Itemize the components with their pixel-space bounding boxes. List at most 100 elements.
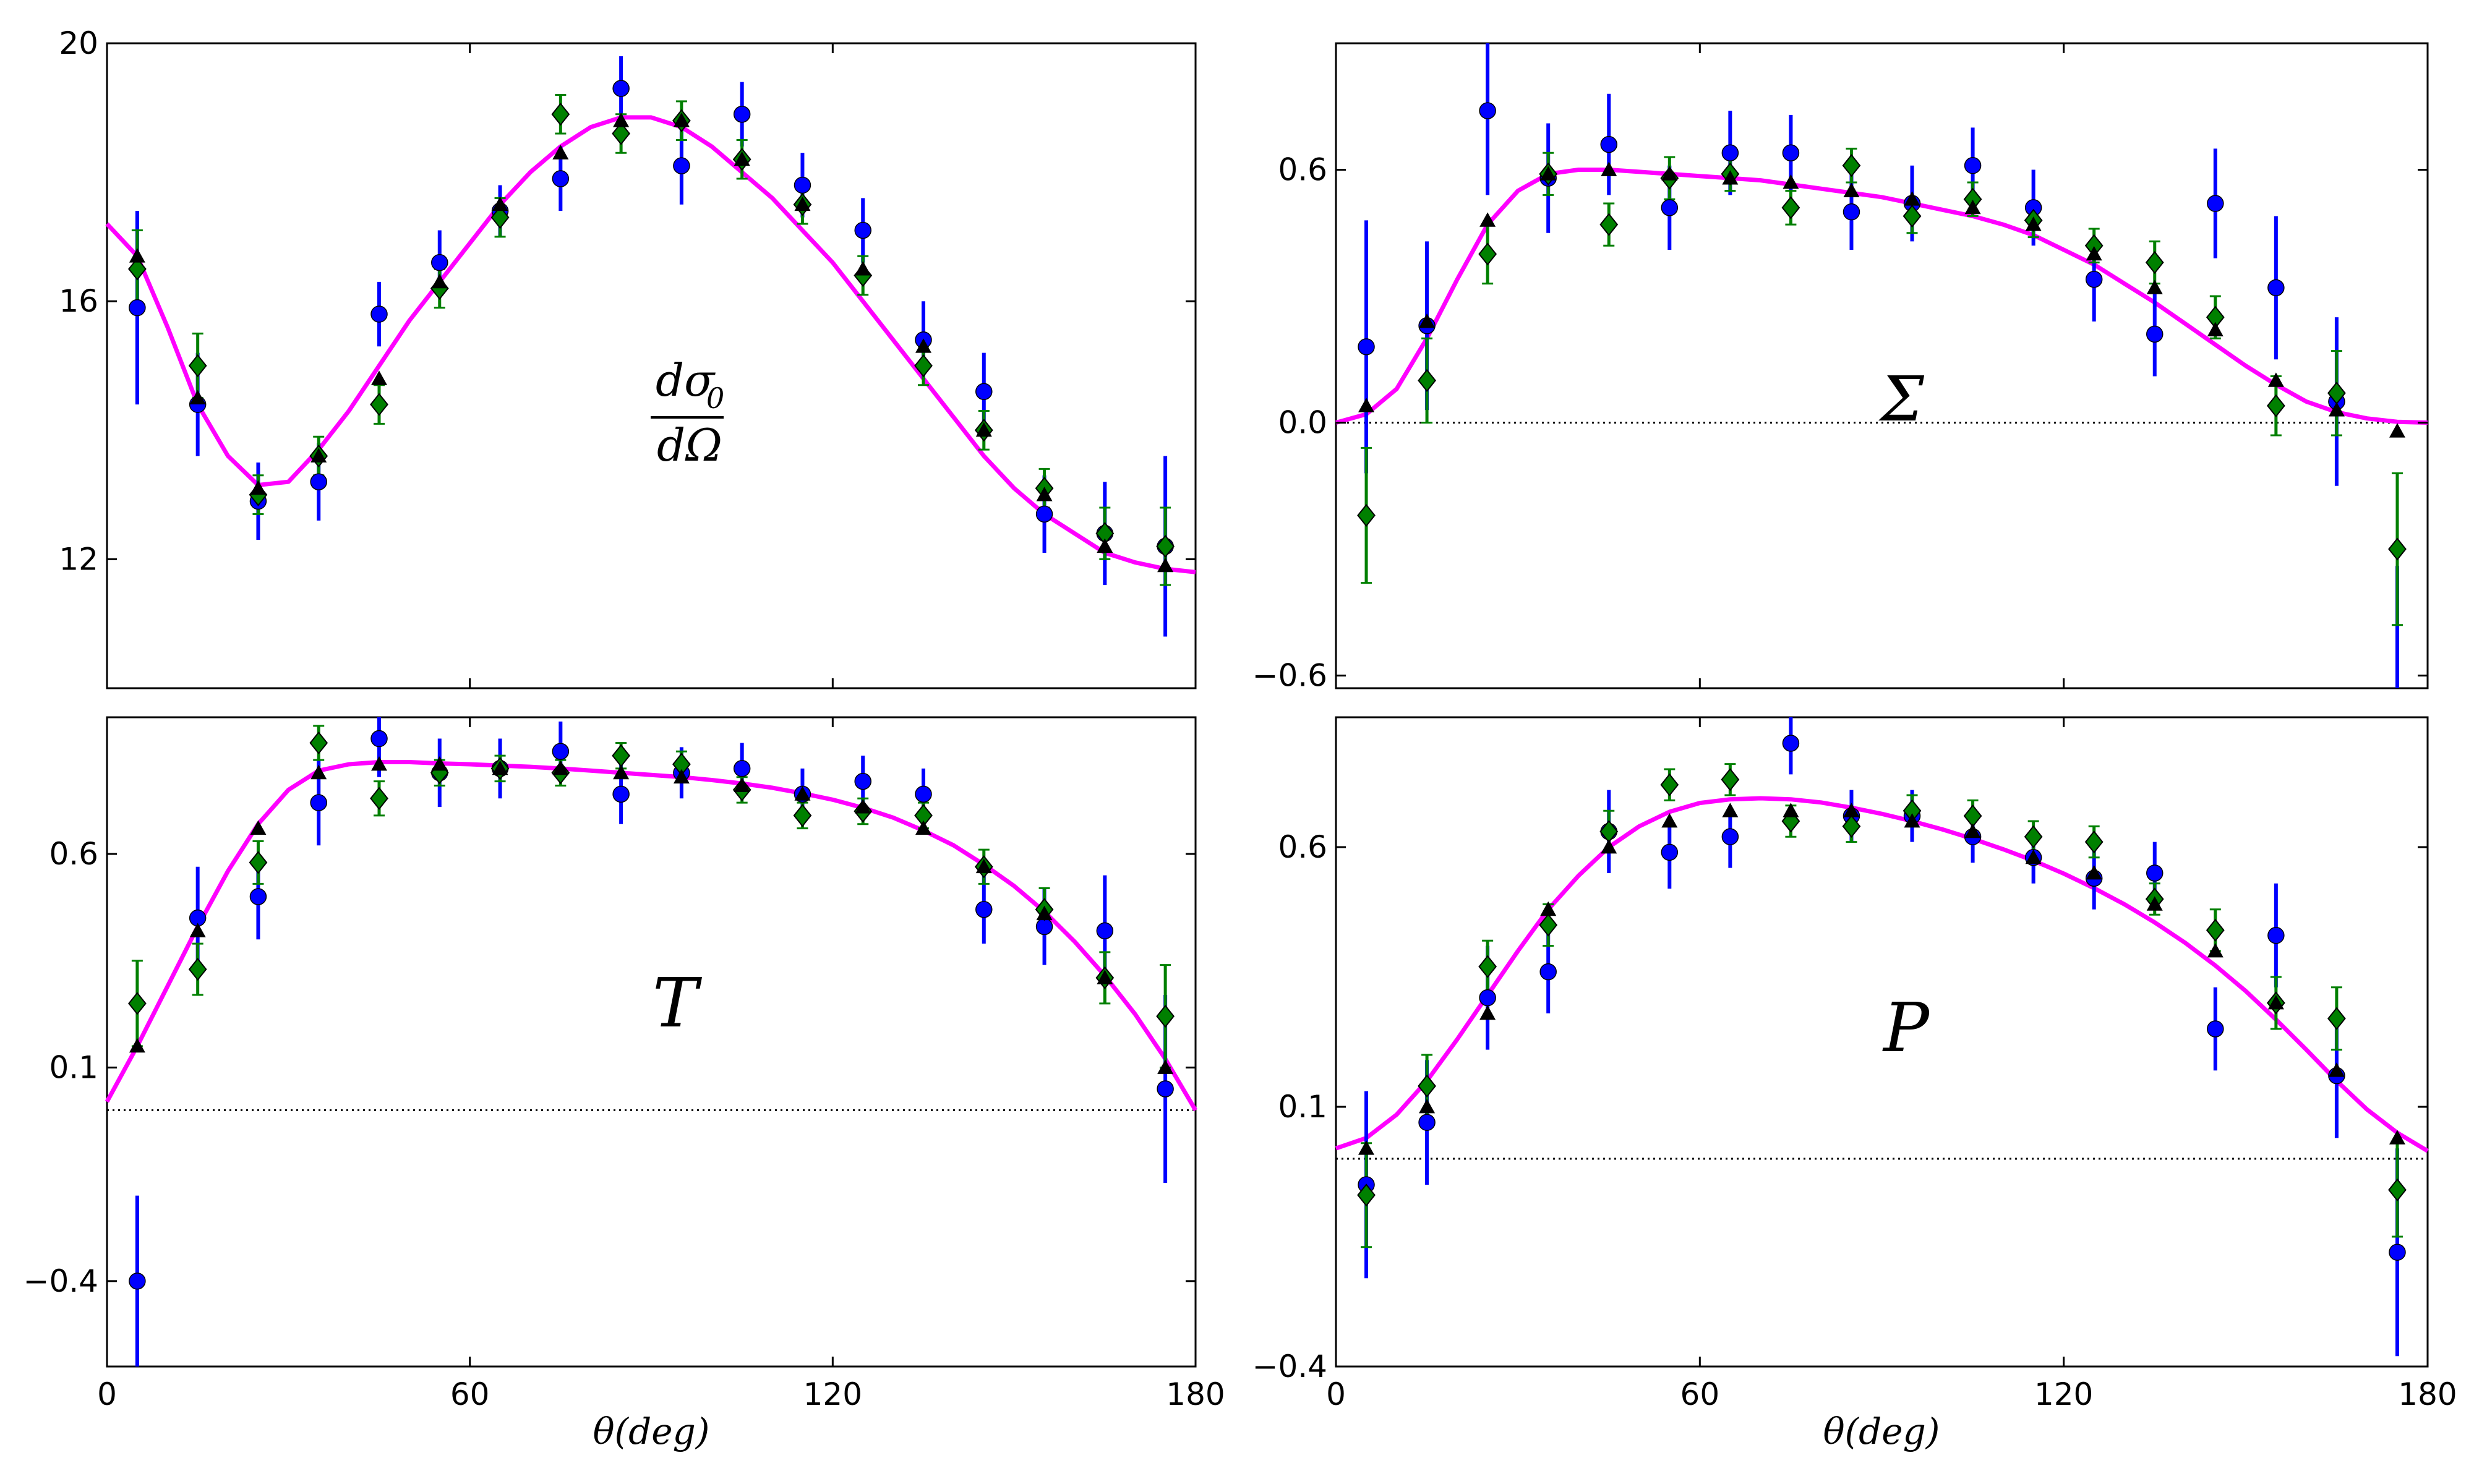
ytick-label: 20 [59,25,98,61]
black-point [1036,905,1053,921]
green-point [1357,1183,1376,1207]
black-point [1479,1005,1496,1020]
black-point [1419,313,1436,328]
blue-point [612,785,630,803]
blue-point [1964,156,1982,174]
black-point [1540,901,1557,916]
ytick-label: 0.6 [1278,829,1327,865]
green-point [1781,196,1800,220]
black-point [2025,216,2042,231]
black-point [2267,995,2284,1010]
black-point [1601,161,1617,176]
fit-curve [1335,168,2428,425]
ytick-label: 0.0 [1278,405,1327,441]
green-point [1539,913,1558,937]
black-point [492,196,508,211]
blue-point [1661,843,1679,861]
blue-point [552,170,570,187]
blue-point [2267,927,2285,944]
black-point [1661,166,1678,181]
black-point [794,196,811,211]
T-panel-label: T [653,963,703,1043]
green-point [1903,204,1922,228]
black-point [1783,174,1799,189]
black-point [1783,803,1799,817]
black-point [915,820,931,835]
black-point [1419,1099,1436,1114]
sigma-panel-label: Σ [1878,363,1925,435]
sigma-marks [1335,43,2428,688]
black-point [2086,245,2102,261]
ytick-label: 16 [59,283,98,319]
blue-point [854,772,871,790]
green-point [1357,503,1376,527]
P-panel-label: P [1882,988,1930,1067]
P-ticks: 0.6 0.1 −0.40 60 120 180 [1252,717,2457,1412]
green-point [128,257,147,281]
black-point [1479,212,1496,227]
black-point [613,113,630,127]
black-point [310,448,327,463]
green-point [914,354,933,378]
blue-point [854,221,871,239]
green-point [2084,830,2104,854]
blue-point [129,1273,146,1290]
ytick-label: −0.4 [24,1263,98,1299]
black-point [1601,839,1617,854]
black-point [1358,1140,1375,1155]
black-point [2146,896,2163,911]
blue-point [2389,1243,2406,1261]
black-point [2389,1130,2405,1145]
xtick-label: 180 [2398,1376,2457,1412]
T-ticks: 0.6 0.1 −0.4 0 60 120 180 [24,717,1225,1412]
black-point [1157,557,1174,573]
blue-point [1782,735,1800,752]
green-point [188,957,207,981]
blue-point [1358,338,1375,356]
black-point [1661,813,1678,828]
black-point [2389,423,2405,438]
black-point [1964,823,1981,838]
xtick-label: 60 [450,1376,490,1412]
dsigma-panel-label: dσ 0 dΩ [651,354,724,471]
green-point [1599,820,1619,843]
black-point [1722,803,1739,817]
blue-point [1782,144,1800,161]
T-xlabel: θ(deg) [593,1410,710,1452]
green-point [2024,825,2043,848]
ytick-label: 0.6 [49,836,98,872]
fit-curve [1335,796,2429,1153]
xtick-label: 60 [1680,1376,1720,1412]
black-point [1157,1059,1174,1074]
black-point [915,338,931,353]
green-point [1478,955,1497,978]
black-point [1540,166,1557,181]
green-point [1721,768,1740,791]
black-point [431,756,448,771]
green-point [2388,537,2407,561]
blue-point [794,176,811,194]
plot-frame [106,42,1197,689]
black-point [1097,538,1113,553]
blue-point [975,383,993,400]
sigma-ticks: 0.6 0.0 −0.6 [1252,43,2429,694]
blue-point [310,473,327,490]
black-point [613,764,630,780]
blue-point [249,888,267,905]
green-point [2206,918,2225,942]
dsigma-marks [105,56,1196,637]
green-point [1418,1074,1436,1098]
blue-point [1721,828,1739,845]
black-point [975,422,992,437]
dsigma-label-denominator: dΩ [657,419,722,471]
plot-frame [1335,42,2429,689]
panel-sigma: 0.6 0.0 −0.6 Σ [1252,42,2429,694]
green-point [309,731,328,755]
black-point [2207,943,2224,958]
blue-point [370,730,388,748]
black-point [1843,182,1860,197]
ytick-label: 0.1 [1278,1089,1327,1125]
black-point [189,390,206,405]
black-point [794,786,811,801]
